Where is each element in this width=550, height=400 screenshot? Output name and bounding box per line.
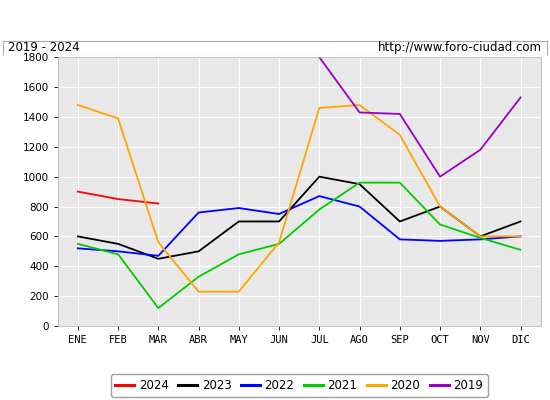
Text: http://www.foro-ciudad.com: http://www.foro-ciudad.com [378, 41, 542, 54]
Text: 2019 - 2024: 2019 - 2024 [8, 41, 80, 54]
Legend: 2024, 2023, 2022, 2021, 2020, 2019: 2024, 2023, 2022, 2021, 2020, 2019 [111, 374, 488, 397]
Text: Evolucion Nº Turistas Nacionales en el municipio de Gálvez: Evolucion Nº Turistas Nacionales en el m… [58, 13, 492, 29]
